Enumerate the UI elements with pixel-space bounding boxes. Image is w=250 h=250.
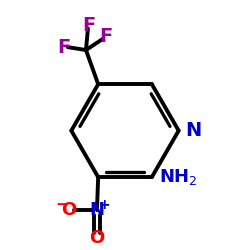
Text: O: O <box>61 201 76 219</box>
Text: O: O <box>89 229 104 247</box>
Text: −: − <box>55 197 68 212</box>
Text: N: N <box>90 201 104 219</box>
Text: F: F <box>82 16 95 35</box>
Text: F: F <box>58 38 71 57</box>
Text: +: + <box>98 198 110 212</box>
Text: N: N <box>185 121 201 140</box>
Text: F: F <box>99 27 112 46</box>
Text: NH$_2$: NH$_2$ <box>159 167 197 187</box>
